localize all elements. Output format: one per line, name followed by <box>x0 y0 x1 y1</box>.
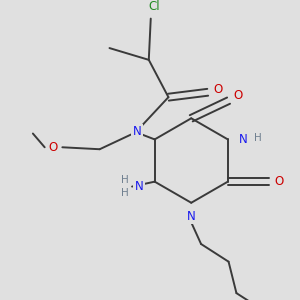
Text: Cl: Cl <box>148 0 160 13</box>
Text: O: O <box>48 141 57 154</box>
Text: O: O <box>234 89 243 102</box>
Text: H: H <box>121 175 129 185</box>
Text: N: N <box>239 133 248 146</box>
Text: N: N <box>187 210 196 223</box>
Text: O: O <box>274 175 283 188</box>
Text: N: N <box>133 125 141 138</box>
Text: N: N <box>135 180 143 193</box>
Text: H: H <box>121 188 129 198</box>
Text: H: H <box>254 134 262 143</box>
Text: O: O <box>213 83 222 96</box>
